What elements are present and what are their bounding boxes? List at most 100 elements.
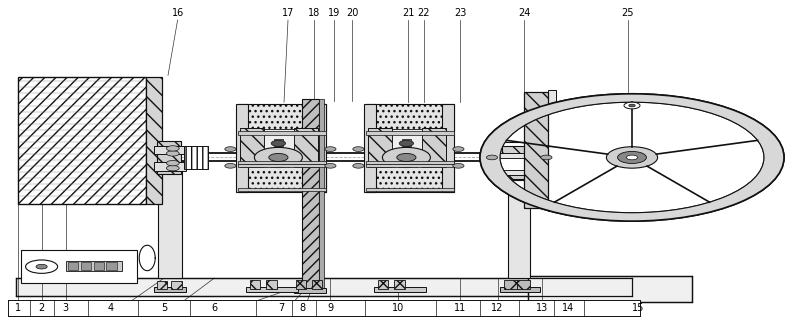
Bar <box>366 161 454 164</box>
Bar <box>157 281 167 289</box>
Text: 10: 10 <box>392 303 405 313</box>
Text: 9: 9 <box>327 303 334 313</box>
Circle shape <box>225 147 236 151</box>
Text: 24: 24 <box>518 8 530 18</box>
Bar <box>250 280 260 289</box>
Circle shape <box>382 147 430 168</box>
Circle shape <box>480 94 784 221</box>
Circle shape <box>166 146 179 151</box>
Text: 18: 18 <box>308 8 321 18</box>
Bar <box>364 104 376 192</box>
Bar <box>240 128 264 167</box>
Bar <box>517 280 530 289</box>
Bar <box>528 276 692 302</box>
Circle shape <box>269 153 288 161</box>
Bar <box>319 99 324 289</box>
Text: 21: 21 <box>402 8 414 18</box>
Bar <box>238 131 326 135</box>
Circle shape <box>397 153 416 161</box>
Bar <box>502 146 536 159</box>
Text: 14: 14 <box>562 303 574 313</box>
Bar <box>502 166 536 179</box>
Bar <box>366 164 454 167</box>
Text: 7: 7 <box>278 303 285 313</box>
Circle shape <box>325 147 336 151</box>
Circle shape <box>629 104 635 107</box>
Bar <box>498 153 540 158</box>
Circle shape <box>541 155 552 160</box>
Bar <box>8 300 640 316</box>
Bar <box>498 158 540 170</box>
Bar <box>184 146 208 169</box>
Text: 1: 1 <box>14 303 21 313</box>
Circle shape <box>26 260 58 273</box>
Bar <box>314 104 326 192</box>
Text: 6: 6 <box>211 303 218 313</box>
Bar <box>494 142 544 180</box>
Bar <box>294 288 326 293</box>
Bar <box>158 171 182 278</box>
Bar <box>238 188 326 191</box>
Bar <box>392 129 422 166</box>
Circle shape <box>353 147 364 151</box>
Bar <box>236 104 248 192</box>
Circle shape <box>399 140 414 146</box>
Bar <box>264 129 294 166</box>
Bar <box>238 161 326 164</box>
Circle shape <box>166 160 179 166</box>
Circle shape <box>36 264 47 269</box>
Bar <box>498 170 540 175</box>
Bar <box>238 164 326 167</box>
Text: 3: 3 <box>62 303 69 313</box>
Circle shape <box>271 140 286 146</box>
Bar <box>374 287 426 292</box>
Bar <box>157 141 181 174</box>
Text: 12: 12 <box>491 303 504 313</box>
Bar <box>81 262 91 270</box>
Bar <box>106 262 117 270</box>
Circle shape <box>353 163 364 168</box>
Circle shape <box>453 163 464 168</box>
Bar <box>402 139 411 146</box>
Bar <box>154 146 186 154</box>
Bar <box>238 164 326 192</box>
Circle shape <box>618 151 646 163</box>
Bar <box>508 168 530 278</box>
Bar <box>146 77 162 204</box>
Bar <box>378 280 388 289</box>
Text: 11: 11 <box>454 303 466 313</box>
Text: 16: 16 <box>171 8 184 18</box>
Text: 25: 25 <box>622 8 634 18</box>
Bar <box>266 280 277 289</box>
Circle shape <box>606 147 658 168</box>
Bar <box>524 92 548 208</box>
Bar <box>154 162 186 171</box>
Text: 23: 23 <box>454 8 466 18</box>
Text: 2: 2 <box>38 303 45 313</box>
Bar <box>21 250 137 283</box>
Circle shape <box>486 155 498 160</box>
Bar <box>18 77 146 204</box>
Bar <box>171 281 182 289</box>
Bar <box>66 261 122 271</box>
Bar <box>500 287 540 292</box>
Bar <box>366 188 454 191</box>
Bar <box>274 139 283 146</box>
Bar <box>422 128 446 167</box>
Text: 4: 4 <box>107 303 114 313</box>
Bar <box>312 280 322 289</box>
Text: 5: 5 <box>161 303 167 313</box>
Circle shape <box>166 165 179 171</box>
Circle shape <box>225 163 236 168</box>
Bar <box>366 164 454 192</box>
Bar <box>504 280 517 289</box>
Circle shape <box>166 151 179 156</box>
Bar <box>302 99 319 289</box>
Text: 8: 8 <box>299 303 306 313</box>
Bar <box>68 262 78 270</box>
Text: 19: 19 <box>328 8 341 18</box>
Bar <box>294 128 318 167</box>
Bar <box>94 262 104 270</box>
Bar <box>368 128 392 167</box>
Text: 17: 17 <box>282 8 294 18</box>
